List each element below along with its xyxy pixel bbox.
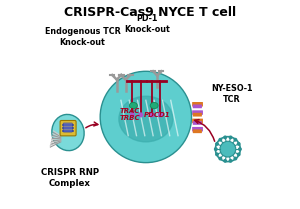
Text: PD-1
Knock-out: PD-1 Knock-out: [124, 14, 170, 34]
FancyBboxPatch shape: [63, 123, 72, 132]
Text: PDCD1: PDCD1: [144, 112, 171, 118]
FancyBboxPatch shape: [192, 102, 203, 107]
Text: NY-ESO-1
TCR: NY-ESO-1 TCR: [211, 84, 253, 104]
Text: Endogenous TCR
Knock-out: Endogenous TCR Knock-out: [45, 27, 120, 47]
FancyBboxPatch shape: [193, 129, 202, 133]
Circle shape: [100, 71, 191, 163]
Circle shape: [224, 160, 226, 162]
FancyBboxPatch shape: [193, 113, 202, 117]
FancyBboxPatch shape: [193, 121, 202, 125]
Ellipse shape: [129, 102, 137, 109]
Circle shape: [158, 113, 162, 117]
FancyBboxPatch shape: [192, 127, 203, 131]
Text: CRISPR-Cas9 NYCE T cell: CRISPR-Cas9 NYCE T cell: [64, 6, 236, 19]
FancyArrowPatch shape: [195, 120, 214, 141]
Text: TRAC
TRBC: TRAC TRBC: [120, 108, 141, 121]
Circle shape: [139, 113, 142, 117]
Circle shape: [215, 137, 240, 162]
Circle shape: [216, 143, 218, 145]
Circle shape: [224, 136, 226, 139]
Text: CRISPR RNP
Complex: CRISPR RNP Complex: [41, 168, 99, 188]
Ellipse shape: [52, 114, 84, 151]
Circle shape: [150, 113, 154, 117]
FancyBboxPatch shape: [192, 119, 203, 123]
Ellipse shape: [119, 96, 173, 142]
Circle shape: [214, 148, 217, 150]
FancyBboxPatch shape: [192, 110, 203, 115]
Circle shape: [219, 157, 222, 160]
Circle shape: [238, 143, 240, 145]
Circle shape: [216, 153, 218, 156]
FancyBboxPatch shape: [60, 120, 76, 136]
Circle shape: [229, 160, 232, 162]
Circle shape: [130, 113, 134, 117]
Circle shape: [234, 157, 237, 160]
FancyArrowPatch shape: [86, 122, 98, 128]
Circle shape: [229, 136, 232, 139]
Circle shape: [234, 139, 237, 141]
Circle shape: [238, 153, 240, 156]
Circle shape: [220, 141, 236, 157]
Ellipse shape: [150, 102, 158, 109]
Circle shape: [219, 139, 222, 141]
FancyBboxPatch shape: [193, 104, 202, 108]
Circle shape: [238, 148, 241, 150]
